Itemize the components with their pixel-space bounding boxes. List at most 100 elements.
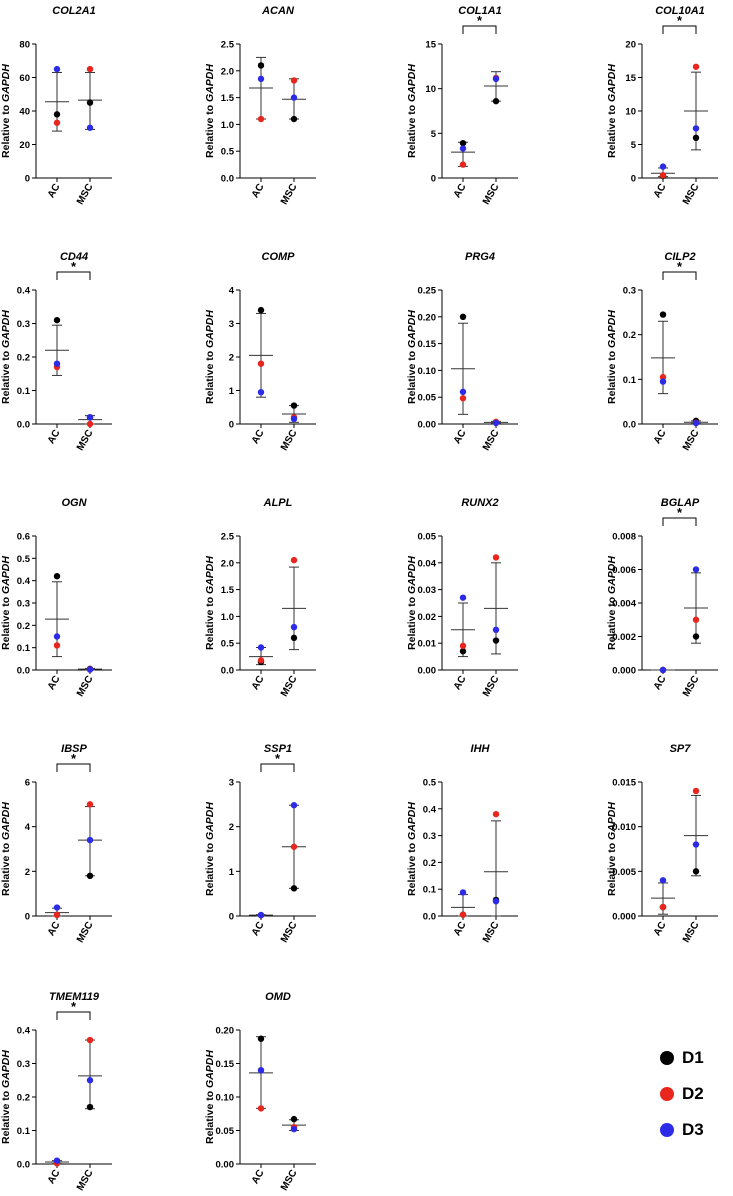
y-tick-label-bglap: 0.000 <box>612 666 636 677</box>
legend-item-d2: D2 <box>660 1076 730 1112</box>
data-point-msc-d1 <box>290 402 298 409</box>
data-point-msc-d2 <box>86 420 94 428</box>
y-tick-label-bglap: 0.004 <box>612 599 636 610</box>
x-tick-label-ac: AC <box>250 920 267 938</box>
data-point-ac-d1 <box>459 313 467 320</box>
data-point-ac-d1 <box>659 311 667 318</box>
y-tick-label-omd: 0.05 <box>216 1126 235 1137</box>
data-point-ac-d3 <box>53 360 61 367</box>
y-tick-label-alpl: 2.0 <box>221 558 234 569</box>
data-point-ac-d2 <box>459 395 467 402</box>
chart-title-tmem119: TMEM119 <box>49 991 100 1003</box>
chart-title-cd44: CD44 <box>60 251 88 263</box>
x-tick-label-ac: AC <box>652 674 669 692</box>
y-tick-label-ihh: 0.5 <box>423 778 437 789</box>
data-point-msc-d1 <box>86 1103 94 1111</box>
chart-title-prg4: PRG4 <box>465 251 495 263</box>
data-point-ac-d2 <box>459 911 467 918</box>
y-axis-label-gene: GAPDH <box>606 64 618 102</box>
data-point-ac-d2 <box>257 115 265 123</box>
y-axis-label-gene: GAPDH <box>0 1050 12 1088</box>
x-tick-label-msc: MSC <box>75 428 96 453</box>
y-tick-label-col10a1: 20 <box>625 40 636 51</box>
y-tick-label-alpl: 0.5 <box>221 639 235 650</box>
chart-col10a1: COL10A1 Relative to GAPDH 0 5 10 15 20 AC MSC * <box>606 5 718 207</box>
y-axis-label-prefix: Relative to <box>406 840 418 896</box>
y-tick-label-comp: 3 <box>229 319 234 330</box>
x-tick-label-ac: AC <box>46 674 63 692</box>
data-point-msc-d1 <box>692 633 700 640</box>
data-point-msc-d3 <box>290 415 298 423</box>
y-tick-label-tmem119: 0.2 <box>17 1093 30 1104</box>
y-tick-label-ibsp: 6 <box>25 778 30 789</box>
y-tick-label-ssp1: 1 <box>229 867 235 878</box>
chart-ihh: IHH Relative to GAPDH 0.0 0.1 0.2 0.3 0.4 0.5 AC… <box>406 743 518 945</box>
data-point-msc-d3 <box>492 626 500 633</box>
y-tick-label-alpl: 1.0 <box>221 612 234 623</box>
y-axis-label-gene: GAPDH <box>204 310 216 348</box>
x-tick-label-msc: MSC <box>279 920 300 945</box>
significance-bracket-col10a1 <box>662 25 697 34</box>
y-axis-label-acan: Relative to GAPDH <box>204 64 216 158</box>
x-tick-label-msc: MSC <box>279 674 300 699</box>
y-axis-label-prefix: Relative to <box>204 594 216 650</box>
data-point-ac-d3 <box>459 594 467 601</box>
x-tick-label-ac: AC <box>250 182 267 200</box>
y-tick-label-ihh: 0.0 <box>423 912 436 923</box>
x-tick-label-msc: MSC <box>681 428 702 453</box>
y-axis-label-prefix: Relative to <box>204 1088 216 1144</box>
x-tick-label-ac: AC <box>46 1168 63 1186</box>
data-point-ac-d3 <box>53 65 61 73</box>
data-point-ac-d2 <box>257 1105 265 1112</box>
y-axis-label-ibsp: Relative to GAPDH <box>0 802 12 896</box>
legend-label-d3: D3 <box>682 1120 704 1139</box>
data-point-msc-d1 <box>86 99 94 106</box>
y-axis-label-gene: GAPDH <box>0 556 12 594</box>
y-tick-label-ihh: 0.4 <box>423 804 437 815</box>
y-axis-label-prefix: Relative to <box>606 348 618 404</box>
y-tick-label-runx2: 0.01 <box>418 639 437 650</box>
y-tick-label-alpl: 1.5 <box>221 585 235 596</box>
data-point-msc-d2 <box>492 554 500 561</box>
significance-asterisk-col10a1: * <box>677 13 683 28</box>
data-point-msc-d1 <box>692 134 700 141</box>
data-point-msc-d2 <box>290 556 298 564</box>
data-point-ac-d1 <box>257 62 265 69</box>
y-axis-label-prefix: Relative to <box>606 840 618 896</box>
legend-item-d3: D3 <box>660 1112 730 1148</box>
y-tick-label-cd44: 0.3 <box>17 319 30 330</box>
y-tick-label-sp7: 0.000 <box>612 912 636 923</box>
significance-bracket-bglap <box>662 517 697 526</box>
y-tick-label-ogn: 0.0 <box>17 666 30 677</box>
chart-title-runx2: RUNX2 <box>461 497 498 509</box>
data-point-msc-d2 <box>86 65 94 73</box>
y-tick-label-prg4: 0.10 <box>418 366 437 377</box>
data-point-msc-d1 <box>290 115 298 123</box>
y-tick-label-omd: 0.10 <box>216 1093 235 1104</box>
y-tick-label-col1a1: 0 <box>431 174 436 185</box>
x-tick-label-ac: AC <box>250 1168 267 1186</box>
data-point-ac-d1 <box>257 306 265 314</box>
data-point-msc-d3 <box>86 1077 94 1084</box>
data-point-msc-d1 <box>492 97 500 105</box>
data-point-ac-d2 <box>53 911 61 919</box>
y-tick-label-col1a1: 15 <box>425 40 436 51</box>
significance-bracket-col1a1 <box>462 25 497 34</box>
y-tick-label-ibsp: 0 <box>25 912 30 923</box>
chart-title-cilp2: CILP2 <box>664 251 695 263</box>
y-tick-label-col10a1: 10 <box>625 107 636 118</box>
data-point-ac-d3 <box>53 1157 61 1164</box>
y-tick-label-col2a1: 20 <box>19 140 30 151</box>
y-tick-label-acan: 1.0 <box>221 120 234 131</box>
y-tick-label-cd44: 0.1 <box>17 386 31 397</box>
y-axis-label-ssp1: Relative to GAPDH <box>204 802 216 896</box>
x-tick-label-msc: MSC <box>75 920 96 945</box>
data-point-ac-d3 <box>257 75 265 83</box>
chart-cd44: CD44 Relative to GAPDH 0.0 0.1 0.2 0.3 0.4 AC MS… <box>0 251 112 453</box>
x-tick-label-msc: MSC <box>681 182 702 207</box>
y-tick-label-cd44: 0.0 <box>17 420 30 431</box>
data-point-ac-d3 <box>659 666 667 674</box>
y-tick-label-tmem119: 0.1 <box>17 1126 31 1137</box>
y-axis-label-prefix: Relative to <box>0 102 12 158</box>
